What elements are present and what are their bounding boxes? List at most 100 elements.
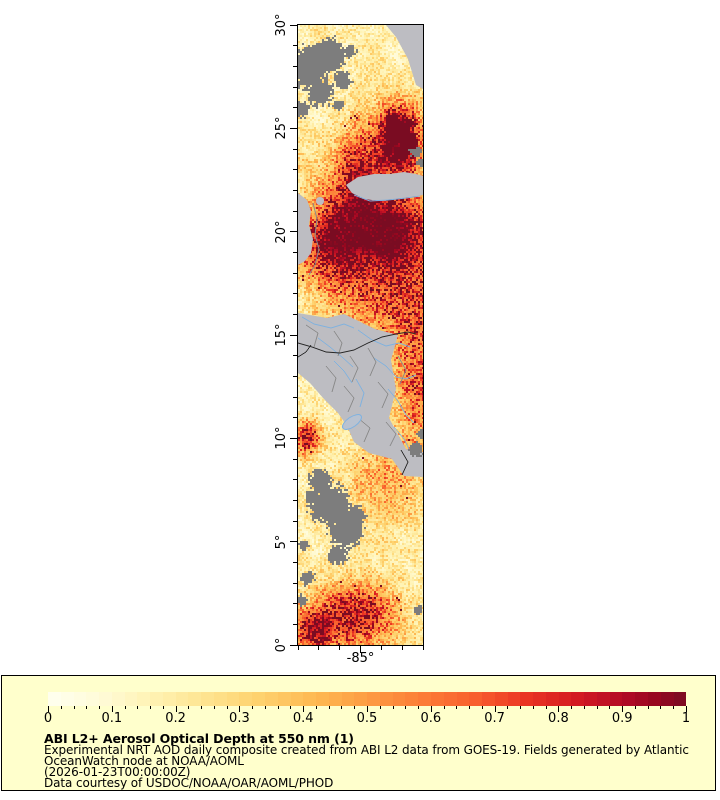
y-axis-label: 10°	[274, 426, 289, 450]
y-axis-tick	[290, 334, 297, 336]
colorbar-tick	[354, 706, 356, 709]
colorbar-block	[571, 692, 585, 706]
colorbar-tick	[188, 706, 190, 709]
y-axis-label: 5°	[274, 534, 289, 550]
y-axis-tick	[290, 127, 297, 129]
y-axis-tick	[293, 107, 297, 109]
y-axis-tick	[290, 541, 297, 543]
x-axis-tick	[422, 646, 424, 650]
colorbar-block	[137, 692, 151, 706]
y-axis-tick	[293, 86, 297, 88]
colorbar-block	[290, 692, 304, 706]
colorbar-block	[660, 692, 674, 706]
colorbar-block	[609, 692, 623, 706]
y-axis-tick	[293, 479, 297, 481]
colorbar-block	[226, 692, 240, 706]
y-axis-tick	[293, 355, 297, 357]
colorbar-block	[469, 692, 483, 706]
caption-line-2: OceanWatch node at NOAA/AOML	[44, 754, 244, 768]
y-axis-tick	[290, 437, 297, 439]
colorbar-tick	[494, 706, 496, 712]
colorbar-tick-label: 0.9	[611, 711, 633, 726]
colorbar-tick	[328, 706, 330, 709]
colorbar-tick	[392, 706, 394, 709]
y-axis-tick	[293, 45, 297, 47]
colorbar-block	[392, 692, 406, 706]
colorbar-tick	[150, 706, 152, 709]
colorbar-block	[622, 692, 636, 706]
colorbar-block	[405, 692, 419, 706]
colorbar-block	[277, 692, 291, 706]
colorbar-tick-label: 0	[43, 711, 53, 726]
colorbar-tick	[99, 706, 101, 709]
y-axis-tick	[290, 24, 297, 26]
colorbar-tick	[520, 706, 522, 709]
colorbar-tick	[201, 706, 203, 709]
x-axis-tick	[318, 646, 320, 650]
x-axis-tick	[401, 646, 403, 650]
colorbar-block	[316, 692, 329, 706]
colorbar-block	[647, 692, 661, 706]
colorbar-block	[213, 692, 227, 706]
colorbar-block	[673, 692, 687, 706]
colorbar-block	[265, 692, 278, 706]
colorbar-tick	[341, 706, 343, 709]
colorbar-block	[303, 692, 317, 706]
caption-title: ABI L2+ Aerosol Optical Depth at 550 nm …	[44, 731, 354, 746]
colorbar-tick	[367, 706, 368, 712]
y-axis-tick	[293, 582, 297, 584]
colorbar-block	[635, 692, 648, 706]
colorbar-block	[48, 692, 61, 706]
colorbar-block	[328, 692, 342, 706]
y-axis-label: 30°	[274, 13, 289, 37]
caption-line-1: Experimental NRT AOD daily composite cre…	[44, 743, 689, 757]
colorbar-tick-label: 0.5	[356, 711, 378, 726]
colorbar-tick	[137, 706, 139, 709]
colorbar-tick	[686, 706, 687, 712]
colorbar-block	[379, 692, 393, 706]
colorbar-block	[111, 692, 125, 706]
colorbar-tick	[124, 706, 126, 709]
colorbar-tick-label: 0.2	[165, 711, 186, 726]
colorbar-tick-label: 0.3	[229, 711, 250, 726]
x-axis-tick	[297, 646, 299, 650]
colorbar-tick	[303, 706, 305, 712]
colorbar-tick	[545, 706, 547, 709]
y-axis-label: 25°	[274, 116, 289, 140]
y-axis-tick	[293, 313, 297, 315]
colorbar-tick	[226, 706, 228, 709]
y-axis-tick	[293, 189, 297, 191]
colorbar-tick	[634, 706, 636, 709]
colorbar-block	[162, 692, 176, 706]
colorbar-tick	[60, 706, 62, 709]
colorbar-block	[124, 692, 138, 706]
colorbar-block	[584, 692, 597, 706]
colorbar-tick	[609, 706, 611, 709]
y-axis-tick	[293, 375, 297, 377]
colorbar-block	[73, 692, 87, 706]
x-axis-tick	[339, 646, 341, 650]
colorbar-tick	[239, 706, 241, 712]
colorbar-tick-label: 1	[681, 711, 691, 726]
colorbar-block	[188, 692, 202, 706]
y-axis-tick	[293, 396, 297, 398]
colorbar-tick	[418, 706, 420, 709]
colorbar-tick	[583, 706, 585, 709]
colorbar-tick-label: 0.6	[420, 711, 442, 726]
colorbar-block	[494, 692, 508, 706]
y-axis-tick	[293, 623, 297, 625]
legend-box: 0 0.1 0.2 0.3 0.4 0.5 0.6 0.7 0.8 0.9 1 ABI L2+ Ae…	[1, 675, 716, 791]
y-axis-tick	[293, 417, 297, 419]
y-axis-tick	[293, 458, 297, 460]
colorbar-block	[596, 692, 610, 706]
colorbar-tick	[405, 706, 407, 709]
colorbar-tick	[175, 706, 177, 712]
y-axis-tick	[293, 499, 297, 501]
colorbar-block	[341, 692, 355, 706]
colorbar-tick-label: 0.4	[292, 711, 314, 726]
colorbar-tick-label: 0.7	[484, 711, 505, 726]
y-axis-tick	[293, 65, 297, 67]
y-axis-tick	[290, 644, 297, 646]
colorbar-tick	[111, 706, 113, 712]
